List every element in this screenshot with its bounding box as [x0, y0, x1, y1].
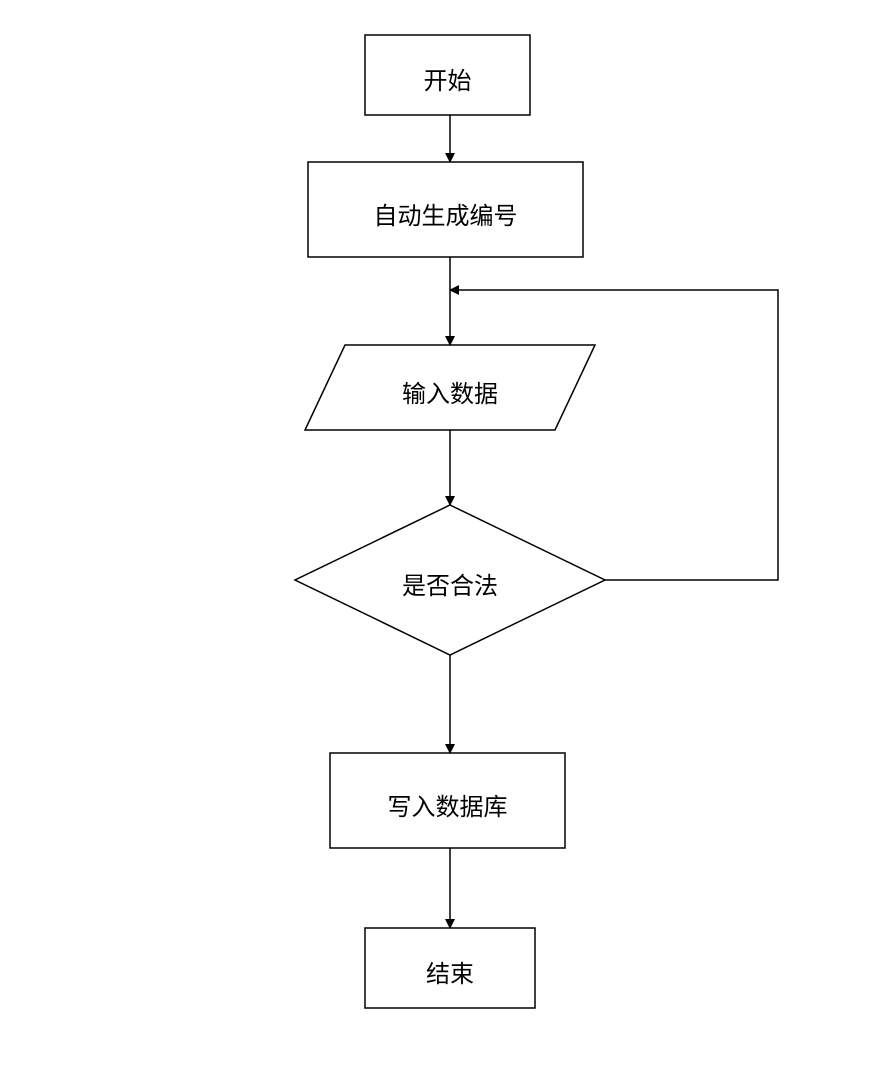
- node-end-label: 结束: [365, 954, 535, 989]
- flowchart-canvas: [0, 0, 894, 1074]
- node-decision-label: 是否合法: [295, 566, 605, 601]
- node-input-label: 输入数据: [305, 374, 595, 409]
- node-write-label: 写入数据库: [330, 787, 565, 822]
- node-autogen-label: 自动生成编号: [308, 196, 583, 231]
- node-start-label: 开始: [365, 61, 530, 96]
